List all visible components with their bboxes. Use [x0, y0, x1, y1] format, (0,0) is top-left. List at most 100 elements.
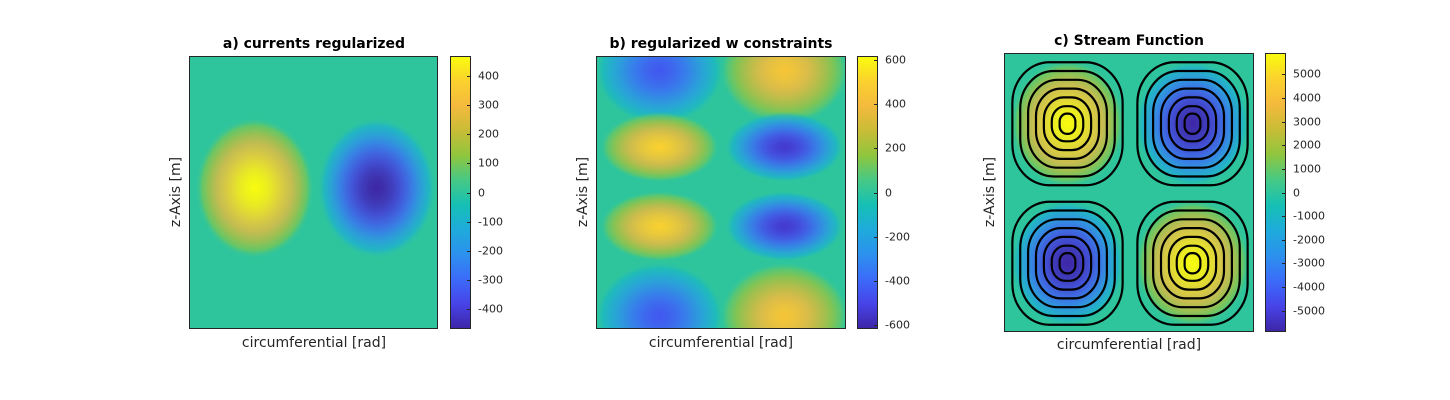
colorbar-tick-label: 400 — [885, 97, 906, 111]
colorbar-tick-label: 0 — [1293, 186, 1300, 199]
colorbar-tick-mark — [1282, 192, 1286, 194]
contour-line — [1042, 96, 1093, 152]
contour-line — [1042, 235, 1093, 291]
colorbar-tick-label: -4000 — [1293, 280, 1325, 294]
colorbar-tick-mark — [1282, 97, 1286, 99]
colorbar-tick-label: 100 — [478, 156, 499, 170]
contour-line — [1167, 96, 1218, 152]
y-axis-label: z-Axis [m] — [982, 156, 998, 228]
colorbar-tick-mark — [1282, 263, 1286, 265]
heatmap-extremum — [1010, 59, 1125, 188]
contour-line — [1136, 200, 1249, 326]
colorbar-tick-mark — [1282, 239, 1286, 241]
contour-line — [1183, 112, 1202, 135]
colorbar-tick-mark — [1282, 74, 1286, 76]
colorbar-tick-label: -300 — [478, 273, 503, 287]
x-axis-label: circumferential [rad] — [1056, 337, 1202, 353]
colorbar-tick-mark — [1282, 145, 1286, 147]
chart-title: c) Stream Function — [1054, 33, 1204, 49]
colorbar-tick-label: -200 — [885, 230, 910, 244]
colorbar-tick-label: -2000 — [1293, 233, 1325, 247]
colorbar-tick-mark — [1282, 216, 1286, 218]
heatmap-canvas — [190, 57, 437, 328]
contour-line — [1027, 218, 1108, 309]
colorbar-tick-label: 200 — [478, 127, 499, 141]
contour-line — [1144, 69, 1241, 178]
colorbar-tick-mark — [1282, 287, 1286, 289]
contour-line — [1175, 244, 1210, 282]
contour-line — [1058, 112, 1077, 135]
colorbar-tick-mark — [874, 192, 878, 194]
colorbar-tick-label: -400 — [885, 274, 910, 288]
colorbar-tick-label: 300 — [478, 98, 499, 112]
contour-line — [1136, 61, 1249, 187]
colorbar-tick-label: 0 — [885, 186, 892, 199]
colorbar-tick-mark — [467, 221, 471, 223]
colorbar-tick-label: -200 — [478, 244, 503, 258]
contour-line — [1050, 244, 1085, 282]
contour-line — [1011, 200, 1124, 326]
contour-line — [1019, 69, 1116, 178]
colorbar-tick-mark — [467, 308, 471, 310]
colorbar-tick-mark — [467, 279, 471, 281]
heatmap-plot — [189, 56, 438, 329]
colorbar-tick-mark — [874, 148, 878, 150]
colorbar-tick-label: 2000 — [1293, 138, 1321, 152]
heatmap-extremum — [724, 190, 845, 262]
colorbar-tick-mark — [467, 163, 471, 165]
heatmap-extremum — [597, 57, 725, 126]
contour-line — [1034, 226, 1101, 300]
colorbar-tick-label: -400 — [478, 302, 503, 316]
contour-line — [1058, 252, 1077, 275]
x-axis-label: circumferential [rad] — [241, 335, 387, 351]
colorbar-tick-mark — [874, 60, 878, 62]
heatmap-extremum — [1010, 199, 1125, 328]
heatmap-extremum — [719, 261, 845, 328]
colorbar-tick-mark — [874, 280, 878, 282]
contour-line — [1027, 78, 1108, 169]
colorbar-tick-mark — [874, 104, 878, 106]
heatmap-plot — [596, 56, 846, 329]
heatmap-extremum — [194, 117, 315, 260]
heatmap-plot — [1004, 53, 1254, 332]
chart-title: b) regularized w constraints — [609, 36, 833, 52]
colorbar-tick-label: 400 — [478, 69, 499, 83]
colorbar-tick-label: -100 — [478, 215, 503, 229]
colorbar-tick-label: -1000 — [1293, 209, 1325, 223]
heatmap-extremum — [719, 57, 845, 126]
contour-line — [1034, 87, 1101, 161]
colorbar-tick-mark — [467, 76, 471, 78]
contour-line — [1175, 105, 1210, 143]
colorbar-tick-label: 600 — [885, 53, 906, 67]
heatmap-canvas — [1005, 54, 1253, 331]
colorbar-tick-label: -3000 — [1293, 256, 1325, 270]
colorbar-tick-mark — [874, 324, 878, 326]
heatmap-extremum — [1135, 199, 1250, 328]
heatmap-canvas — [597, 57, 845, 328]
chart-title: a) currents regularized — [222, 36, 406, 52]
colorbar-tick-label: 3000 — [1293, 115, 1321, 129]
colorbar-tick-mark — [467, 105, 471, 107]
colorbar-tick-mark — [467, 134, 471, 136]
contour-line — [1167, 235, 1218, 291]
colorbar-tick-mark — [874, 236, 878, 238]
colorbar-tick-label: -5000 — [1293, 304, 1325, 318]
colorbar-tick-mark — [467, 250, 471, 252]
contour-line — [1152, 218, 1233, 309]
contour-line — [1183, 252, 1202, 275]
contour-line — [1011, 61, 1124, 187]
colorbar-tick-mark — [1282, 121, 1286, 123]
heatmap-extremum — [597, 261, 725, 328]
contour-line — [1144, 209, 1241, 318]
y-axis-label: z-Axis [m] — [168, 156, 184, 228]
contour-line — [1050, 105, 1085, 143]
colorbar-tick-mark — [1282, 168, 1286, 170]
y-axis-label: z-Axis [m] — [575, 156, 591, 228]
colorbar-tick-label: 0 — [478, 186, 485, 199]
heatmap-extremum — [724, 111, 845, 183]
heatmap-extremum — [316, 117, 437, 260]
colorbar-tick-label: 200 — [885, 141, 906, 155]
heatmap-extremum — [599, 111, 720, 183]
x-axis-label: circumferential [rad] — [648, 335, 794, 351]
colorbar-tick-label: 1000 — [1293, 162, 1321, 176]
